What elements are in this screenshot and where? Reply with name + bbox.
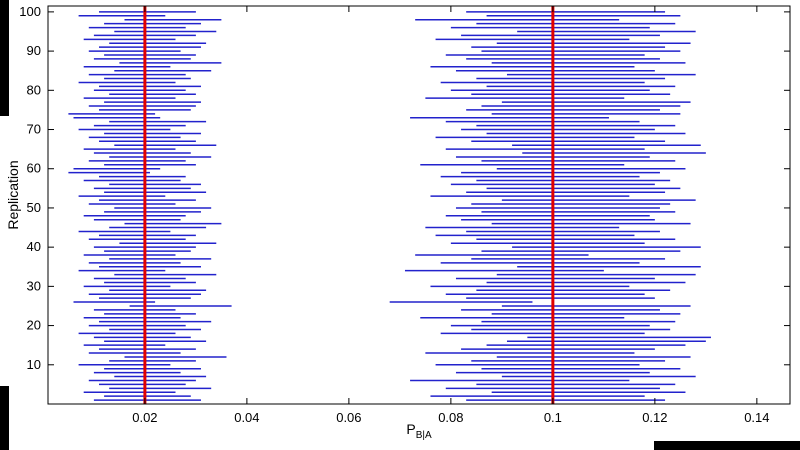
x-tick-label: 0.08 <box>438 410 463 425</box>
x-axis-label: PB|A <box>319 421 519 441</box>
x-axis-label-main: P <box>406 421 416 437</box>
y-axis-label: Replication <box>5 160 21 230</box>
axes-box <box>47 5 791 405</box>
x-tick-label: 0.06 <box>336 410 361 425</box>
x-tick-label: 0.04 <box>234 410 259 425</box>
black-strip-left-bottom <box>0 386 9 450</box>
y-tick-label: 60 <box>27 161 41 176</box>
y-tick-label: 100 <box>19 4 41 19</box>
black-strip-bottom-right <box>654 441 800 450</box>
x-tick-label: 0.02 <box>132 410 157 425</box>
x-tick-label: 0.12 <box>642 410 667 425</box>
black-strip-left-top <box>0 0 9 116</box>
x-tick-label: 0.14 <box>744 410 769 425</box>
y-tick-label: 30 <box>27 278 41 293</box>
y-tick-label: 90 <box>27 43 41 58</box>
y-tick-label: 80 <box>27 82 41 97</box>
y-tick-label: 40 <box>27 239 41 254</box>
x-tick-label: 0.1 <box>544 410 562 425</box>
y-tick-label: 20 <box>27 318 41 333</box>
x-axis-label-sub: B|A <box>415 429 432 441</box>
y-tick-label: 50 <box>27 200 41 215</box>
y-tick-label: 10 <box>27 357 41 372</box>
y-tick-label: 70 <box>27 122 41 137</box>
